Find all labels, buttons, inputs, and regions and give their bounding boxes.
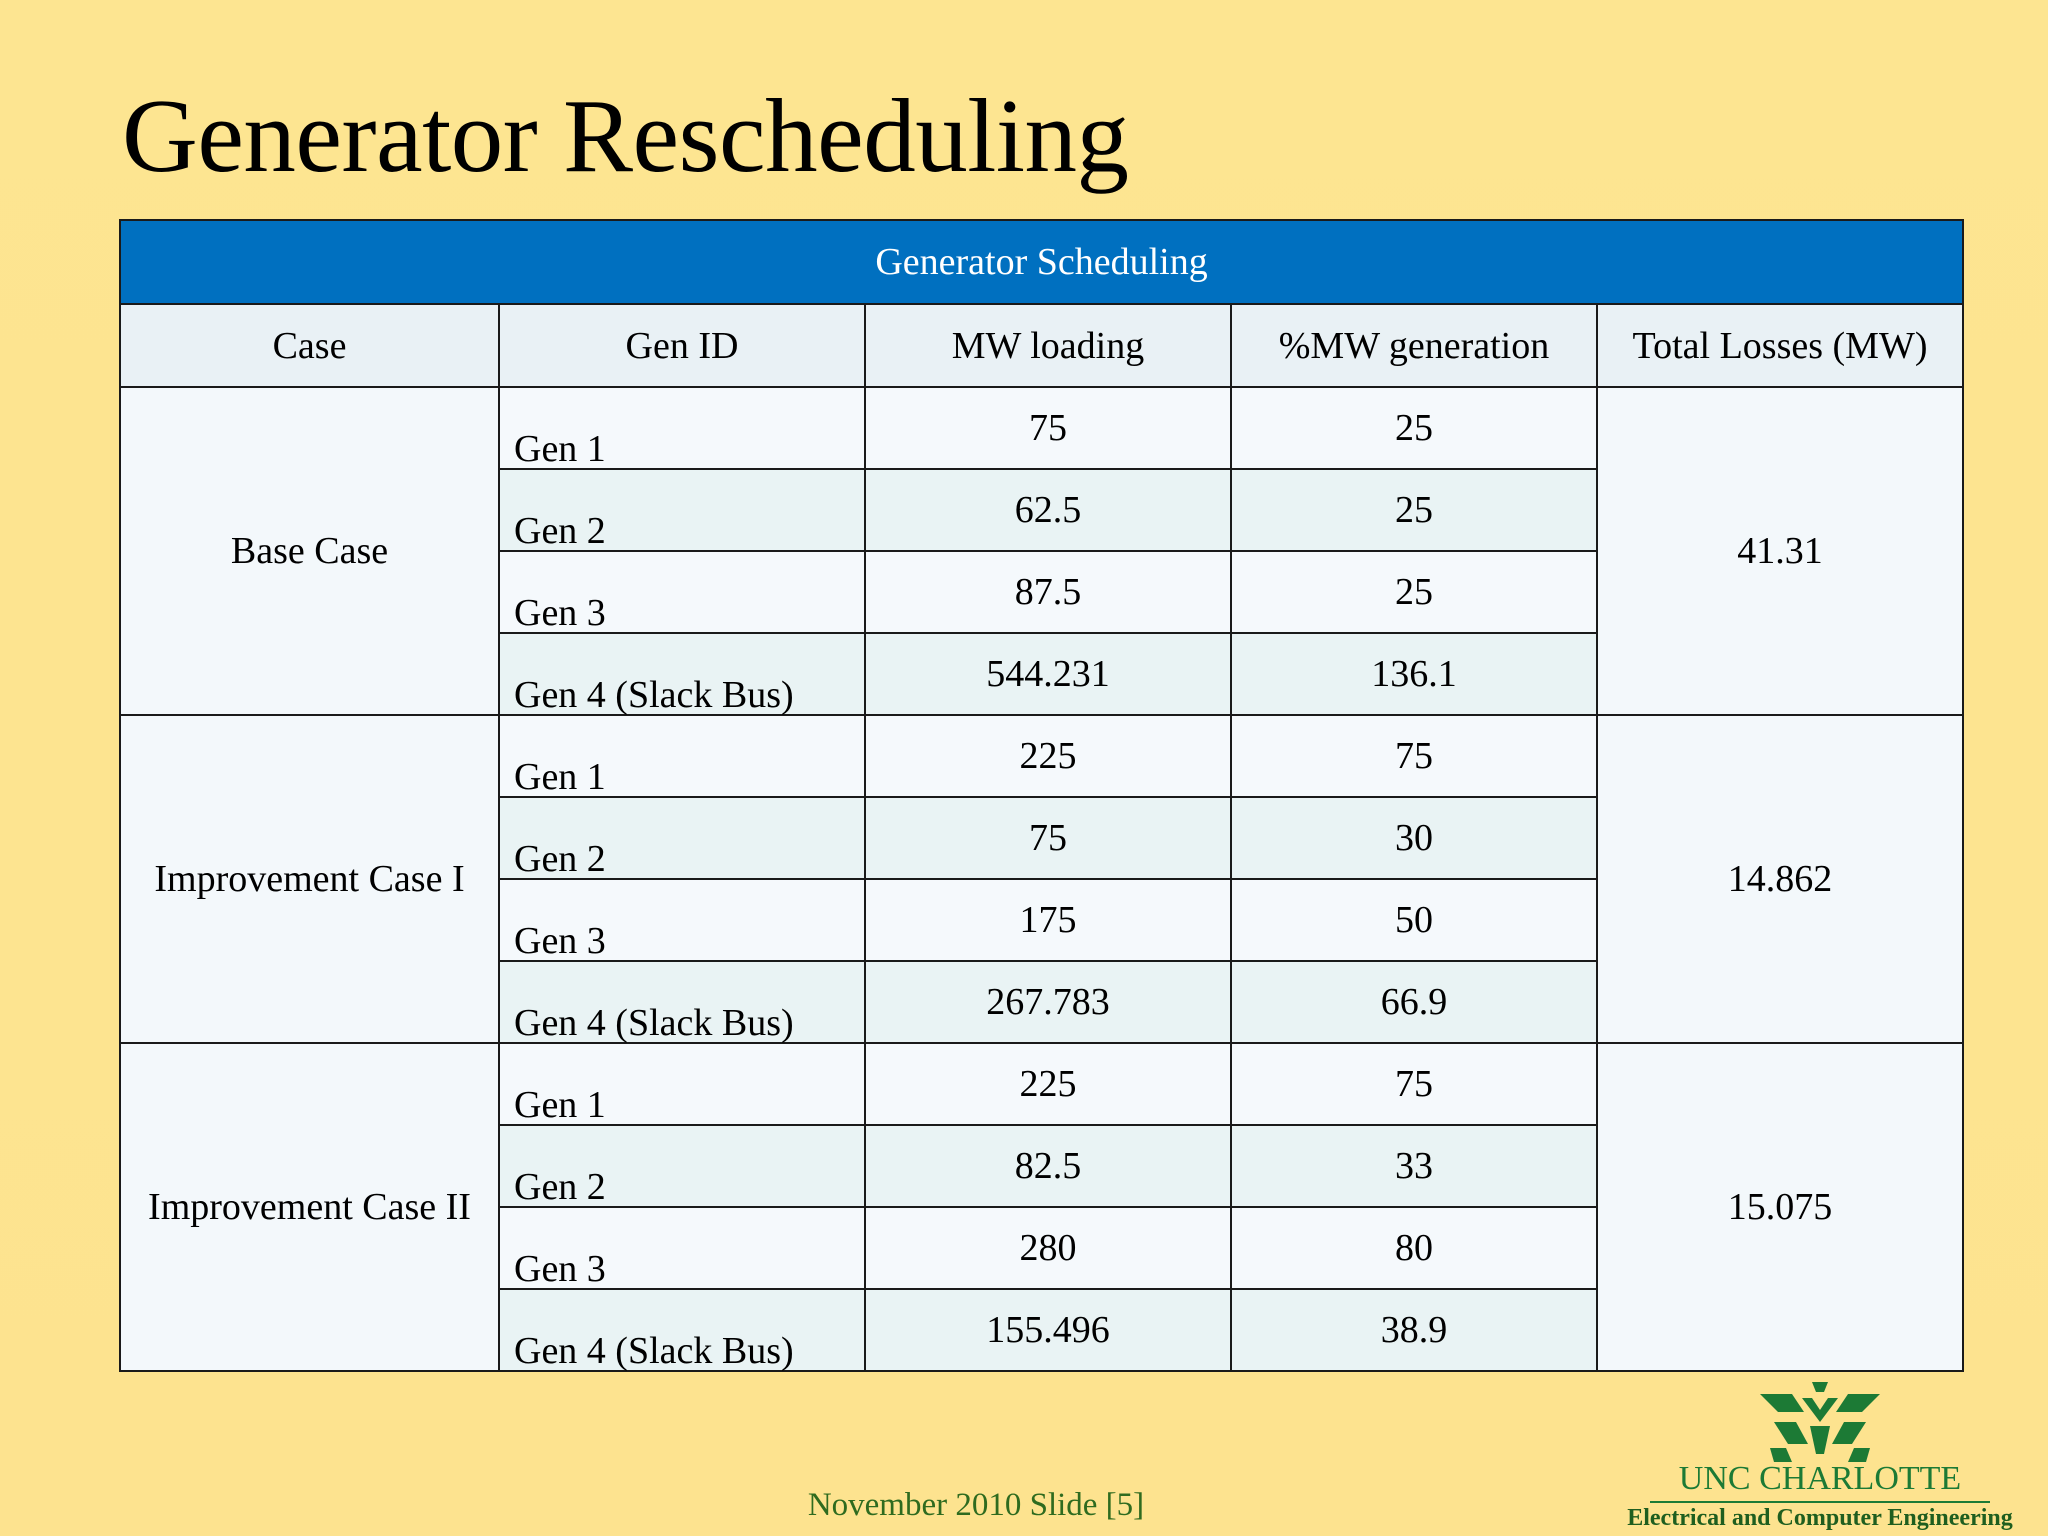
case-label: Improvement Case II [119,1042,500,1372]
gen-id-cell: Gen 1 [498,1042,866,1126]
mw-loading-cell: 175 [864,878,1232,962]
case-label: Improvement Case I [119,714,500,1044]
pct-generation-cell: 66.9 [1230,960,1598,1044]
pct-generation-cell: 50 [1230,878,1598,962]
mw-loading-cell: 280 [864,1206,1232,1290]
table-row: Gen 4 (Slack Bus) 155.496 38.9 [120,1288,1963,1372]
table-row: Gen 3 87.5 25 [120,550,1963,634]
table-caption: Generator Scheduling [118,219,1965,305]
pct-generation-cell: 30 [1230,796,1598,880]
table-row: Gen 3 280 80 [120,1206,1963,1290]
gen-id-cell: Gen 2 [498,1124,866,1208]
gen-id-cell: Gen 3 [498,878,866,962]
table-row: Gen 3 175 50 [120,878,1963,962]
gen-id-cell: Gen 4 (Slack Bus) [498,632,866,716]
pct-generation-cell: 136.1 [1230,632,1598,716]
pct-generation-cell: 75 [1230,1042,1598,1126]
pct-generation-cell: 75 [1230,714,1598,798]
table-row: Gen 2 82.5 33 [120,1124,1963,1208]
total-losses-cell: 15.075 [1595,1042,1965,1372]
pct-generation-cell: 33 [1230,1124,1598,1208]
header-case: Case [119,303,500,388]
table-header-row: Case Gen ID MW loading %MW generation To… [119,303,1965,388]
gen-id-cell: Gen 4 (Slack Bus) [498,960,866,1044]
total-losses-cell: 41.31 [1595,386,1965,716]
table-row: Base Case Gen 1 75 25 41.31 [119,386,1965,716]
slide-footer: November 2010 Slide [5] [807,1487,1145,1523]
mw-loading-cell: 75 [864,796,1232,880]
unc-charlotte-logo-icon [1760,1382,1880,1462]
pct-generation-cell: 80 [1230,1206,1598,1290]
mw-loading-cell: 267.783 [864,960,1232,1044]
mw-loading-cell: 62.5 [864,468,1232,552]
mw-loading-cell: 225 [864,714,1232,798]
case-label: Base Case [119,386,500,716]
logo-department: Electrical and Computer Engineering [1627,1505,2013,1531]
gen-id-cell: Gen 3 [498,1206,866,1290]
pct-generation-cell: 25 [1230,468,1598,552]
table-row: Improvement Case I Gen 1 225 75 14.862 [119,714,1965,1044]
table-row: Gen 2 75 30 [120,796,1963,880]
mw-loading-cell: 82.5 [864,1124,1232,1208]
generator-scheduling-table: Generator Scheduling Case Gen ID MW load… [118,219,1965,1372]
table-row: Gen 2 62.5 25 [120,468,1963,552]
header-gen-id: Gen ID [498,303,866,388]
gen-id-cell: Gen 1 [498,714,866,798]
gen-id-cell: Gen 3 [498,550,866,634]
header-pct-mw-generation: %MW generation [1230,303,1598,388]
header-mw-loading: MW loading [864,303,1232,388]
mw-loading-cell: 544.231 [864,632,1232,716]
pct-generation-cell: 25 [1230,386,1598,470]
gen-id-cell: Gen 2 [498,796,866,880]
logo-university-name: UNC CHARLOTTE [1650,1462,1990,1503]
table-row: Gen 4 (Slack Bus) 544.231 136.1 [120,632,1963,716]
table-row: Gen 4 (Slack Bus) 267.783 66.9 [120,960,1963,1044]
table-row: Improvement Case II Gen 1 225 75 15.075 [119,1042,1965,1372]
gen-id-cell: Gen 2 [498,468,866,552]
slide-title: Generator Rescheduling [122,77,1129,194]
mw-loading-cell: 225 [864,1042,1232,1126]
gen-id-cell: Gen 4 (Slack Bus) [498,1288,866,1372]
header-total-losses: Total Losses (MW) [1595,303,1965,388]
pct-generation-cell: 25 [1230,550,1598,634]
mw-loading-cell: 87.5 [864,550,1232,634]
total-losses-cell: 14.862 [1595,714,1965,1044]
gen-id-cell: Gen 1 [498,386,866,470]
pct-generation-cell: 38.9 [1230,1288,1598,1372]
mw-loading-cell: 75 [864,386,1232,470]
mw-loading-cell: 155.496 [864,1288,1232,1372]
